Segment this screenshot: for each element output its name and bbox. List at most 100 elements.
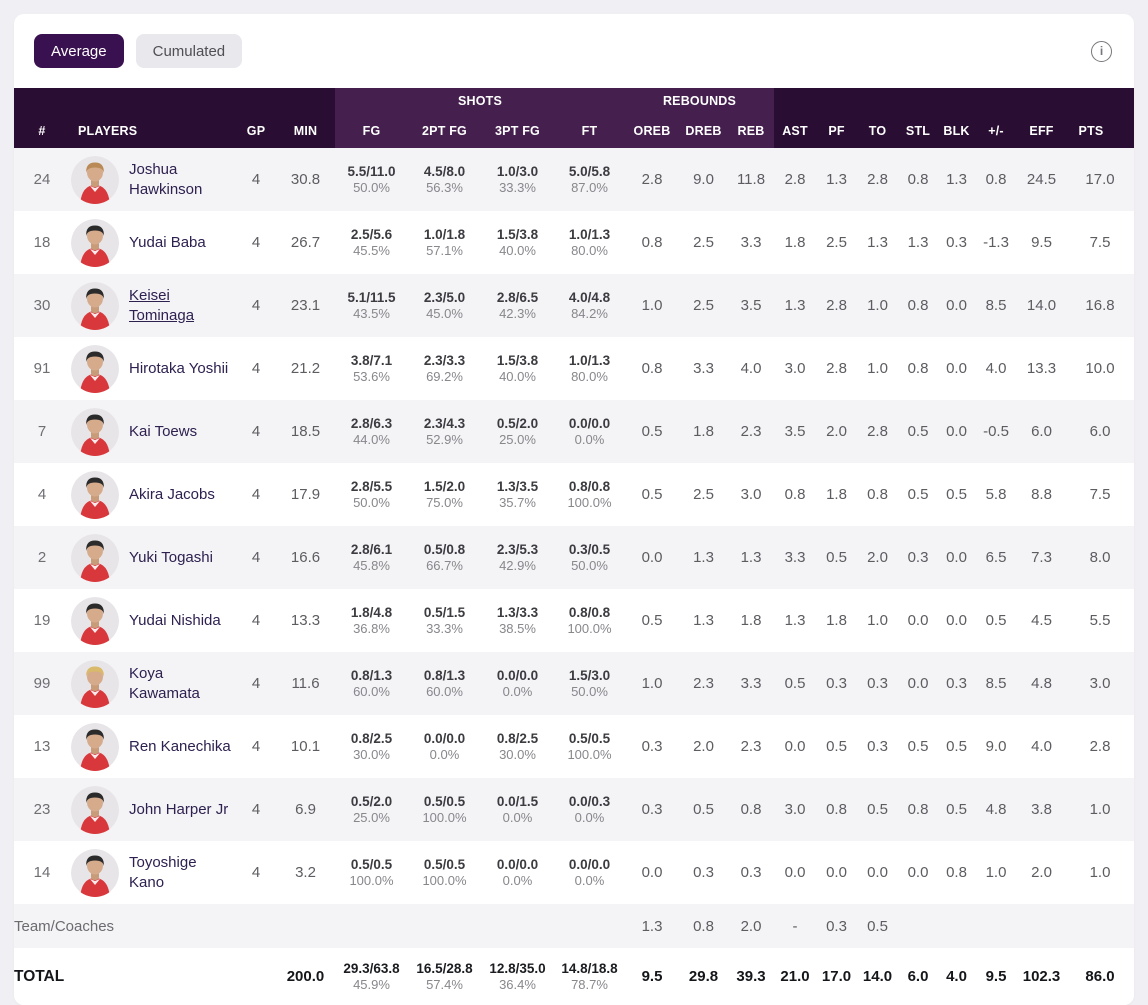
player-avatar [71, 407, 119, 456]
player-name-link[interactable]: Yuki Togashi [129, 548, 213, 566]
stat-plusminus: 4.8 [985, 801, 1007, 818]
stat-blk: 0.5 [946, 738, 967, 755]
stat-ast: 3.3 [784, 549, 806, 566]
stats-card: Average Cumulated i SHOTS REBOUNDS # PLA… [14, 14, 1134, 1005]
player-number: 18 [33, 234, 51, 251]
stat-reb: 3.3 [740, 234, 762, 251]
team-coaches-label: Team/Coaches [14, 917, 115, 935]
stat-plusminus: -1.3 [983, 234, 1009, 251]
stat-dreb: 2.5 [693, 234, 714, 251]
stat-min: 18.5 [290, 423, 321, 440]
team-ast: - [792, 917, 798, 935]
player-row: 23 John Harper Jr 4 6.9 0.5/2.0 [14, 778, 1134, 841]
stat-oreb: 0.0 [641, 549, 663, 566]
player-number: 7 [37, 423, 47, 440]
stat-eff: 9.5 [1031, 234, 1052, 251]
team-pf: 0.3 [826, 917, 847, 935]
stat-oreb: 0.8 [641, 360, 663, 377]
cumulated-button[interactable]: Cumulated [135, 34, 243, 68]
stat-fg: 0.5/2.0 25.0% [350, 794, 393, 825]
team-coaches-row: Team/Coaches 1.3 0.8 2.0 - 0.3 0.5 [14, 904, 1134, 948]
stat-ft: 1.0/1.3 80.0% [568, 227, 611, 258]
col-header-number: # [14, 114, 70, 148]
stat-reb: 2.3 [740, 423, 762, 440]
player-row: 24 Joshua Hawkinson 4 30.8 5.5/ [14, 148, 1134, 211]
col-header-pts: PTS [1066, 114, 1134, 148]
stat-min: 21.2 [290, 360, 321, 377]
stat-min: 3.2 [295, 864, 316, 881]
col-header-min: MIN [276, 114, 335, 148]
total-stl: 6.0 [898, 948, 939, 1005]
player-number: 2 [37, 549, 47, 566]
stat-3ptfg: 1.3/3.5 35.7% [496, 479, 539, 510]
stat-ast: 2.8 [784, 171, 806, 188]
player-name-link[interactable]: Ren Kanechika [129, 737, 231, 755]
stat-3ptfg: 0.0/0.0 0.0% [496, 857, 539, 888]
col-header-blk: BLK [938, 114, 976, 148]
stat-eff: 2.0 [1031, 864, 1052, 881]
player-name-link[interactable]: Kai Toews [129, 422, 198, 440]
stat-fg: 2.8/6.1 45.8% [350, 542, 393, 573]
stat-ft: 1.0/1.3 80.0% [568, 353, 611, 384]
stat-reb: 0.8 [740, 801, 762, 818]
stat-dreb: 2.0 [693, 738, 714, 755]
stat-ast: 1.3 [784, 612, 806, 629]
stat-blk: 0.3 [946, 234, 967, 251]
stat-gp: 4 [251, 738, 261, 755]
stat-stl: 0.8 [907, 171, 929, 188]
player-name-link[interactable]: Koya Kawamata [129, 665, 200, 702]
player-name-link[interactable]: Keisei Tominaga [129, 287, 195, 324]
player-name-link[interactable]: Yudai Nishida [129, 611, 221, 629]
info-icon[interactable]: i [1091, 40, 1112, 62]
stat-to: 0.3 [867, 675, 888, 692]
stat-pts: 16.8 [1085, 297, 1115, 314]
player-cell: Ren Kanechika [70, 715, 236, 778]
player-photo-icon [71, 722, 119, 771]
average-button[interactable]: Average [34, 34, 124, 68]
stat-ast: 0.0 [784, 864, 806, 881]
stat-fg: 0.8/1.3 60.0% [350, 668, 393, 699]
stat-min: 17.9 [290, 486, 321, 503]
stat-3ptfg: 2.3/5.3 42.9% [496, 542, 539, 573]
stat-pf: 0.5 [826, 738, 847, 755]
stat-2ptfg: 2.3/4.3 52.9% [423, 416, 466, 447]
stat-fg: 2.8/5.5 50.0% [350, 479, 393, 510]
stat-ft: 5.0/5.8 87.0% [568, 164, 611, 195]
stat-ft: 0.5/0.5 100.0% [567, 731, 612, 762]
player-name-link[interactable]: Akira Jacobs [129, 485, 215, 503]
stat-to: 0.3 [867, 738, 888, 755]
player-name-link[interactable]: John Harper Jr [129, 800, 229, 818]
player-photo-icon [71, 470, 119, 519]
stat-eff: 3.8 [1031, 801, 1052, 818]
stat-pf: 1.8 [826, 612, 847, 629]
stat-eff: 6.0 [1031, 423, 1052, 440]
player-row: 2 Yuki Togashi 4 16.6 2.8/6.1 45 [14, 526, 1134, 589]
player-name-link[interactable]: Yudai Baba [129, 233, 206, 251]
total-to: 14.0 [857, 948, 899, 1005]
player-photo-icon [71, 281, 119, 330]
player-name-link[interactable]: Joshua Hawkinson [129, 161, 203, 198]
col-header-dreb: DREB [679, 114, 728, 148]
stat-3ptfg: 0.8/2.5 30.0% [496, 731, 539, 762]
stat-3ptfg: 1.5/3.8 40.0% [496, 353, 539, 384]
stat-ft: 1.5/3.0 50.0% [568, 668, 611, 699]
player-number: 13 [33, 738, 51, 755]
col-header-plusminus: +/- [975, 114, 1018, 148]
stat-3ptfg: 1.5/3.8 40.0% [496, 227, 539, 258]
stat-stl: 0.5 [907, 423, 929, 440]
player-row: 13 Ren Kanechika 4 10.1 0.8/2.5 [14, 715, 1134, 778]
stat-to: 1.0 [867, 360, 888, 377]
col-header-oreb: OREB [625, 114, 679, 148]
stat-ast: 3.0 [784, 801, 806, 818]
player-name-link[interactable]: Toyoshige Kano [129, 854, 197, 891]
stat-pf: 1.8 [826, 486, 847, 503]
stat-pf: 2.8 [826, 297, 847, 314]
stat-gp: 4 [251, 297, 261, 314]
stat-pf: 0.5 [826, 549, 847, 566]
stat-min: 23.1 [290, 297, 321, 314]
player-row: 99 Koya Kawamata 4 11.6 0.8/1.3 [14, 652, 1134, 715]
player-cell: Yudai Baba [70, 211, 236, 274]
total-ft: 14.8/18.8 78.7% [554, 948, 625, 1005]
player-name-link[interactable]: Hirotaka Yoshii [129, 359, 229, 377]
group-header-shots: SHOTS [335, 88, 625, 114]
